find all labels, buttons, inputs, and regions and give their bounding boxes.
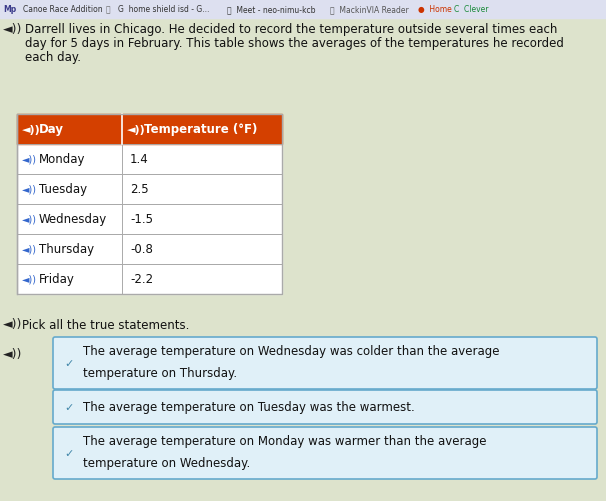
Text: Friday: Friday <box>39 273 75 286</box>
Text: day for 5 days in February. This table shows the averages of the temperatures he: day for 5 days in February. This table s… <box>25 37 564 50</box>
Text: Tuesday: Tuesday <box>39 183 87 196</box>
Bar <box>17 265 282 295</box>
Text: 1.4: 1.4 <box>130 153 148 166</box>
Text: ◄)): ◄)) <box>22 185 37 194</box>
Text: The average temperature on Monday was warmer than the average: The average temperature on Monday was wa… <box>83 435 487 447</box>
Bar <box>17 145 282 175</box>
Text: ✓: ✓ <box>64 358 74 368</box>
Text: The average temperature on Tuesday was the warmest.: The average temperature on Tuesday was t… <box>83 401 415 414</box>
Text: ⓘ: ⓘ <box>106 5 111 14</box>
Text: Monday: Monday <box>39 153 85 166</box>
Text: G  home shield isd - G...: G home shield isd - G... <box>118 5 210 14</box>
Text: ◄)): ◄)) <box>3 317 22 330</box>
Text: Mp: Mp <box>3 5 16 14</box>
Text: 🔗  MackinVIA Reader: 🔗 MackinVIA Reader <box>330 5 409 14</box>
Text: ◄)): ◄)) <box>22 125 41 135</box>
Bar <box>17 175 282 204</box>
Text: Wednesday: Wednesday <box>39 213 107 226</box>
Bar <box>17 115 282 295</box>
Text: ◄)): ◄)) <box>22 214 37 224</box>
Text: ◄)): ◄)) <box>22 275 37 285</box>
Text: Thursday: Thursday <box>39 243 94 256</box>
Text: ◄)): ◄)) <box>22 244 37 255</box>
Text: Darrell lives in Chicago. He decided to record the temperature outside several t: Darrell lives in Chicago. He decided to … <box>25 23 558 36</box>
Text: ✓: ✓ <box>64 448 74 458</box>
Text: ●  Home: ● Home <box>418 5 452 14</box>
Text: C  Clever: C Clever <box>454 5 489 14</box>
FancyBboxPatch shape <box>53 337 597 389</box>
Bar <box>0 0 606 19</box>
Text: 📹  Meet - neo-nimu-kcb: 📹 Meet - neo-nimu-kcb <box>227 5 316 14</box>
Text: Temperature (°F): Temperature (°F) <box>144 123 258 136</box>
Text: ✓: ✓ <box>64 402 74 412</box>
FancyBboxPatch shape <box>53 390 597 424</box>
Text: temperature on Wednesday.: temperature on Wednesday. <box>83 456 250 469</box>
Text: Day: Day <box>39 123 64 136</box>
Text: 2.5: 2.5 <box>130 183 148 196</box>
Text: -0.8: -0.8 <box>130 243 153 256</box>
Text: ◄)): ◄)) <box>22 155 37 165</box>
Bar <box>17 204 282 234</box>
Text: Canoe Race Addition: Canoe Race Addition <box>23 5 102 14</box>
FancyBboxPatch shape <box>53 427 597 479</box>
Text: -2.2: -2.2 <box>130 273 153 286</box>
Text: temperature on Thursday.: temperature on Thursday. <box>83 367 237 380</box>
Text: -1.5: -1.5 <box>130 213 153 226</box>
Bar <box>17 115 282 145</box>
Bar <box>17 234 282 265</box>
Text: ◄)): ◄)) <box>127 125 146 135</box>
Text: The average temperature on Wednesday was colder than the average: The average temperature on Wednesday was… <box>83 345 499 358</box>
Text: ◄)): ◄)) <box>3 348 22 361</box>
Text: Pick all the true statements.: Pick all the true statements. <box>22 318 189 331</box>
Text: ◄)): ◄)) <box>3 23 22 36</box>
Text: each day.: each day. <box>25 51 81 64</box>
